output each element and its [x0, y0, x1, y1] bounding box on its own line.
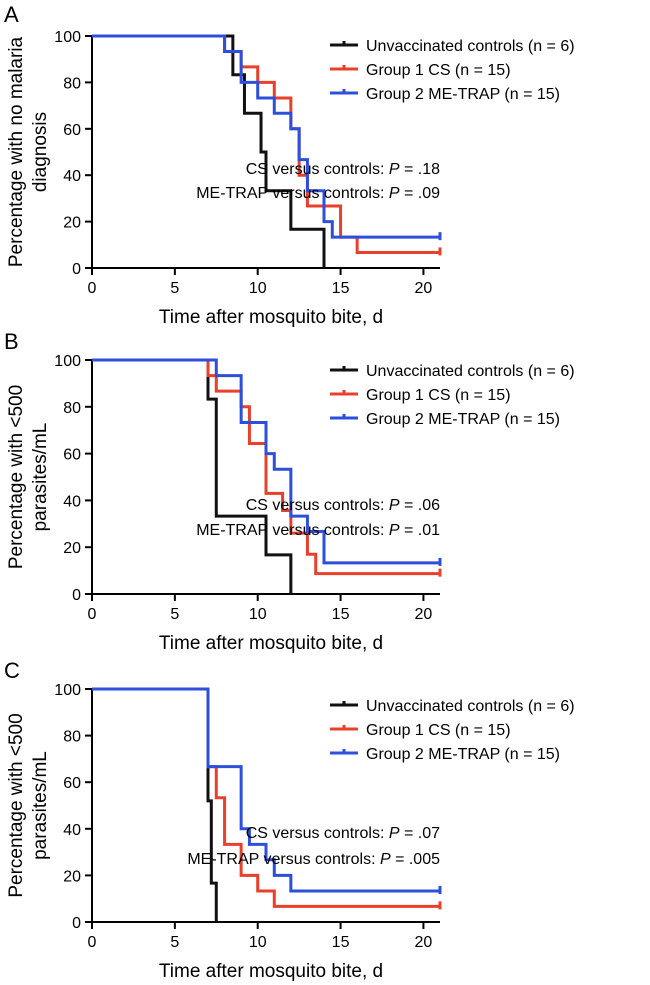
- x-tick-label: 5: [170, 606, 179, 623]
- annotation-p: P: [389, 185, 400, 202]
- p-value-annotation: CS versus controls: P = .18: [246, 161, 440, 178]
- legend-label: Group 1 CS (n = 15): [366, 722, 511, 739]
- y-axis-label-line: parasites/mL: [30, 751, 51, 860]
- annotation-label: ME-TRAP versus controls:: [196, 185, 389, 202]
- panel-letter: C: [4, 658, 20, 683]
- x-tick-label: 0: [88, 606, 97, 623]
- y-axis-label-line: parasites/mL: [30, 423, 51, 532]
- x-tick-label: 5: [170, 934, 179, 951]
- y-tick-label: 0: [72, 915, 81, 932]
- y-axis-label-line: Percentage with <500: [6, 713, 27, 897]
- x-tick-label: 20: [415, 606, 433, 623]
- annotation-value: = .06: [400, 497, 441, 514]
- y-tick-label: 60: [63, 447, 81, 464]
- annotation-label: CS versus controls:: [246, 497, 389, 514]
- annotation-value: = .18: [400, 161, 441, 178]
- annotation-p: P: [389, 497, 400, 514]
- legend-label: Group 2 ME-TRAP (n = 15): [366, 86, 560, 103]
- y-tick-label: 20: [63, 540, 81, 557]
- annotation-value: = .07: [400, 825, 441, 842]
- x-tick-label: 15: [332, 280, 350, 297]
- x-tick-label: 10: [249, 606, 267, 623]
- p-value-annotation: CS versus controls: P = .06: [246, 497, 440, 514]
- x-tick-label: 20: [415, 934, 433, 951]
- y-tick-label: 100: [54, 353, 81, 370]
- legend-label: Group 1 CS (n = 15): [366, 387, 511, 404]
- y-tick-label: 60: [63, 775, 81, 792]
- annotation-value: = .01: [400, 522, 441, 539]
- x-tick-label: 15: [332, 934, 350, 951]
- y-tick-label: 40: [63, 168, 81, 185]
- legend-label: Unvaccinated controls (n = 6): [366, 38, 575, 55]
- y-tick-label: 40: [63, 493, 81, 510]
- y-tick-label: 80: [63, 75, 81, 92]
- p-value-annotation: CS versus controls: P = .07: [246, 825, 440, 842]
- x-tick-label: 20: [415, 280, 433, 297]
- annotation-label: ME-TRAP versus controls:: [196, 522, 389, 539]
- x-axis-label: Time after mosquito bite, d: [159, 307, 383, 328]
- x-tick-label: 0: [88, 280, 97, 297]
- x-tick-label: 15: [332, 606, 350, 623]
- y-tick-label: 0: [72, 587, 81, 604]
- y-axis-label-line: Percentage with no malaria: [6, 36, 27, 267]
- x-tick-label: 10: [249, 934, 267, 951]
- panel-letter: B: [4, 329, 19, 354]
- y-tick-label: 20: [63, 215, 81, 232]
- x-axis-label: Time after mosquito bite, d: [159, 961, 383, 982]
- legend-label: Unvaccinated controls (n = 6): [366, 698, 575, 715]
- y-axis-label: Percentage with no malaria diagnosis: [6, 36, 51, 267]
- annotation-value: = .09: [400, 185, 441, 202]
- annotation-value: = .005: [391, 851, 440, 868]
- legend-label: Group 2 ME-TRAP (n = 15): [366, 746, 560, 763]
- annotation-label: CS versus controls:: [246, 161, 389, 178]
- legend-label: Unvaccinated controls (n = 6): [366, 363, 575, 380]
- annotation-p: P: [389, 161, 400, 178]
- annotation-label: ME-TRAP versus controls:: [187, 851, 380, 868]
- y-axis-label-line: Percentage with <500: [6, 385, 27, 569]
- y-axis-label-line: diagnosis: [30, 112, 51, 192]
- panel-letter: A: [4, 2, 19, 27]
- series-line: [92, 687, 218, 922]
- x-axis-label: Time after mosquito bite, d: [159, 633, 383, 654]
- x-tick-label: 10: [249, 280, 267, 297]
- legend-label: Group 1 CS (n = 15): [366, 62, 511, 79]
- y-tick-label: 20: [63, 868, 81, 885]
- series-line: [92, 687, 440, 893]
- series-line: [92, 358, 440, 565]
- annotation-p: P: [389, 522, 400, 539]
- y-tick-label: 80: [63, 729, 81, 746]
- p-value-annotation: ME-TRAP versus controls: P = .01: [196, 522, 440, 539]
- chart-panel-C: C 0 20 40 60 80 100 0 5 10 15 20 Time after mosquito…: [4, 658, 575, 982]
- y-tick-label: 100: [54, 29, 81, 46]
- y-tick-label: 80: [63, 400, 81, 417]
- y-tick-label: 100: [54, 682, 81, 699]
- x-tick-label: 5: [170, 280, 179, 297]
- p-value-annotation: ME-TRAP versus controls: P = .09: [196, 185, 440, 202]
- y-axis-label: Percentage with <500 parasites/mL: [6, 713, 51, 897]
- annotation-p: P: [389, 825, 400, 842]
- y-tick-label: 0: [72, 261, 81, 278]
- annotation-label: CS versus controls:: [246, 825, 389, 842]
- annotation-p: P: [380, 851, 391, 868]
- series-line: [92, 358, 293, 594]
- chart-panel-B: B 0 20 40 60 80 100 0 5 10 15 20 Time after mosquito…: [4, 329, 575, 654]
- x-tick-label: 0: [88, 934, 97, 951]
- legend-label: Group 2 ME-TRAP (n = 15): [366, 411, 560, 428]
- y-axis-label: Percentage with <500 parasites/mL: [6, 385, 51, 569]
- y-tick-label: 40: [63, 822, 81, 839]
- p-value-annotation: ME-TRAP versus controls: P = .005: [187, 851, 440, 868]
- chart-panel-A: A 0 20 40 60 80 100 0 5 10 15 20 Time after mosquito…: [4, 2, 575, 328]
- series-line: [92, 34, 440, 239]
- y-tick-label: 60: [63, 122, 81, 139]
- series-line: [92, 34, 326, 268]
- series-line: [92, 358, 440, 576]
